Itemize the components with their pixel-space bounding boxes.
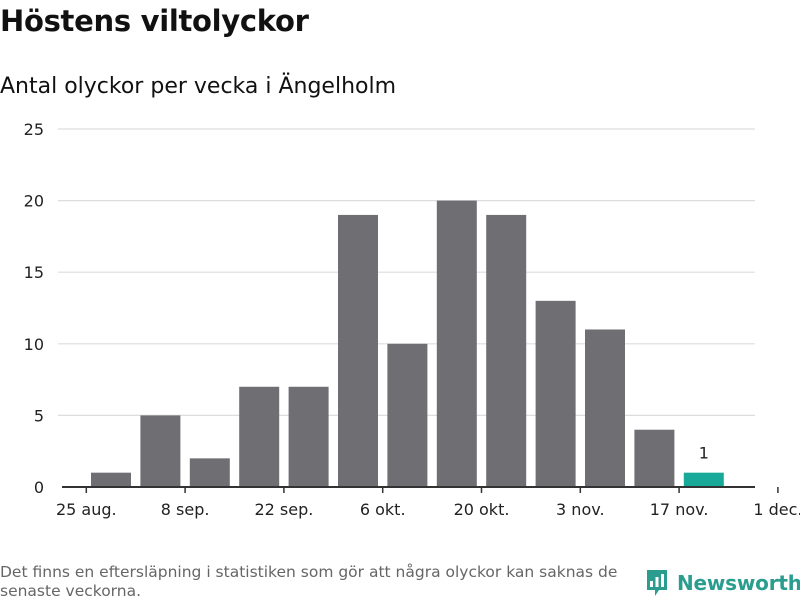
bar-29-sep-[interactable] — [288, 386, 329, 487]
bar-20-okt-[interactable] — [436, 200, 477, 487]
y-tick-label: 25 — [24, 120, 44, 139]
gridlines — [58, 128, 755, 416]
x-tick-label: 3 nov. — [556, 500, 605, 519]
x-axis: 25 aug. 8 sep. 22 sep. 6 okt. 20 okt. 3 nov. 1… — [56, 486, 800, 519]
x-tick-label: 22 sep. — [254, 500, 313, 519]
bar-1-sep-[interactable] — [91, 472, 131, 487]
bar-3-nov-[interactable] — [535, 300, 576, 487]
y-tick-label: 10 — [24, 335, 44, 354]
bar-15-sep-[interactable] — [189, 458, 230, 487]
bars — [91, 200, 724, 488]
x-tick-label: 17 nov. — [650, 500, 709, 519]
y-axis-labels: 0 5 10 15 20 25 — [24, 120, 44, 497]
y-tick-label: 0 — [34, 478, 44, 497]
bar-10-nov-[interactable] — [585, 329, 625, 487]
brand[interactable]: Newsworthy — [645, 568, 800, 598]
data-labels: 1 — [699, 444, 709, 463]
data-label: 1 — [699, 444, 709, 463]
bar-8-sep-[interactable] — [140, 415, 181, 487]
newsworthy-logo-icon — [647, 570, 667, 596]
y-tick-label: 15 — [24, 263, 44, 282]
x-tick-label: 25 aug. — [56, 500, 117, 519]
bar-22-sep-[interactable] — [239, 386, 280, 487]
chart-subtitle: Antal olyckor per vecka i Ängelholm — [0, 74, 397, 99]
x-tick-label: 8 sep. — [161, 500, 210, 519]
y-tick-label: 5 — [34, 406, 44, 425]
y-tick-label: 20 — [24, 192, 44, 211]
bar-27-okt-[interactable] — [486, 214, 527, 488]
brand-name: Newsworthy — [677, 571, 800, 595]
bar-17-nov-[interactable] — [634, 429, 675, 487]
chart-title: Höstens viltolyckor — [0, 4, 309, 38]
bar-6-okt-[interactable] — [338, 214, 378, 488]
x-tick-label: 1 dec. — [753, 500, 800, 519]
x-tick-label: 6 okt. — [360, 500, 406, 519]
bar-13-okt-[interactable] — [387, 343, 428, 487]
x-tick-label: 20 okt. — [454, 500, 510, 519]
footnote: Det finns en eftersläpning i statistiken… — [0, 563, 618, 600]
bar-24-nov-[interactable] — [683, 472, 724, 487]
